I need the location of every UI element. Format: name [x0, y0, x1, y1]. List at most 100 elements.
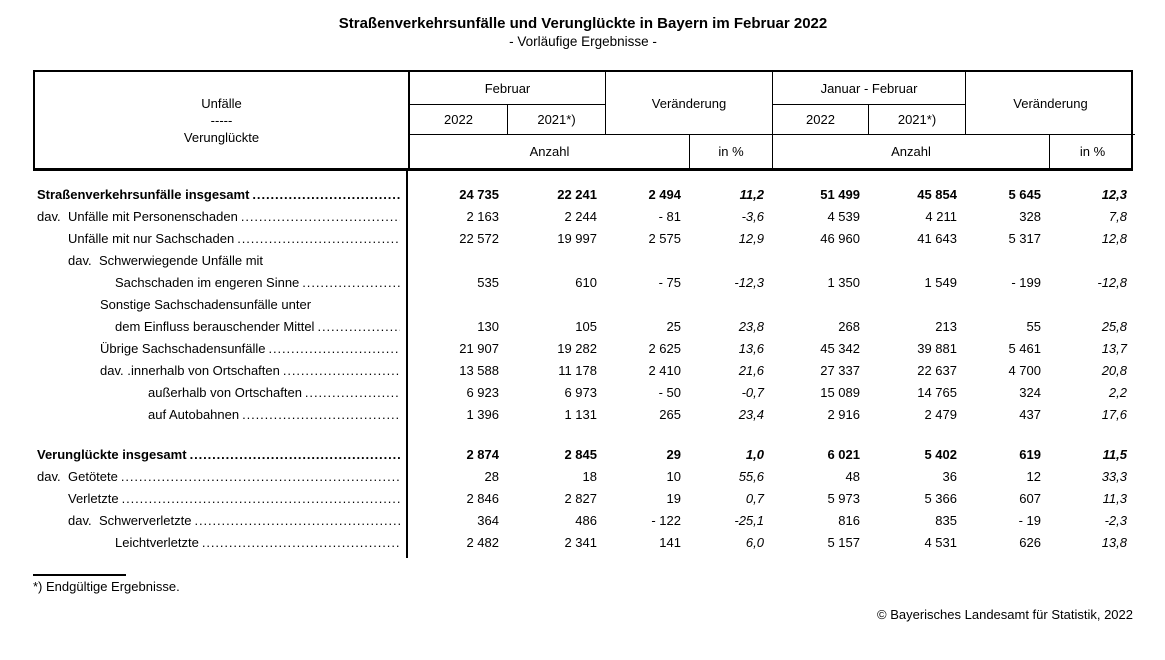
row-label: Verletzte...............................… [33, 488, 408, 510]
row-value [963, 250, 1047, 272]
row-value: - 81 [658, 209, 681, 224]
row-value: 2 163 [466, 209, 499, 224]
dot-leader: ........................................… [268, 341, 401, 356]
dot-leader: ........................................… [317, 319, 400, 334]
footnote: *) Endgültige Ergebnisse. [33, 579, 180, 594]
row-value: -2,3 [1104, 513, 1127, 528]
row-value [505, 250, 603, 272]
row-value: 816 [838, 513, 860, 528]
table-row: Übrige Sachschadensunfälle..............… [33, 338, 1133, 360]
row-value [866, 250, 963, 272]
row-label-prefix: dav. [68, 253, 92, 268]
row-label-prefix: dav. . [100, 363, 131, 378]
row-value: 29 [666, 447, 681, 462]
table-row: dav. Schwerverletzte.....................… [33, 510, 1133, 532]
row-label: dem Einfluss berauschender Mittel.......… [33, 316, 408, 338]
dot-leader: ........................................… [237, 231, 400, 246]
header-year-2022-janfeb: 2022 [772, 105, 868, 135]
dot-leader: ........................................… [240, 209, 400, 224]
row-label-prefix: dav. [37, 209, 61, 224]
row-value [1047, 250, 1133, 272]
row-value: 1 131 [564, 407, 597, 422]
row-label: Unfälle mit nur Sachschaden.............… [33, 228, 408, 250]
row-value: 1 549 [924, 275, 957, 290]
dot-leader: ........................................… [282, 363, 400, 378]
table-row: Verletzte...............................… [33, 488, 1133, 510]
table-row: Unfälle mit nur Sachschaden.............… [33, 228, 1133, 250]
row-value: 55 [1026, 319, 1041, 334]
row-value: 19 997 [557, 231, 597, 246]
row-value: 19 [666, 491, 681, 506]
row-value: 20,8 [1101, 363, 1127, 378]
row-value: 6,0 [745, 535, 764, 550]
row-label: dav. . innerhalb von Ortschaften.........… [33, 360, 408, 382]
row-value: 13,7 [1101, 341, 1127, 356]
row-value: 25,8 [1101, 319, 1127, 334]
row-value [866, 294, 963, 316]
row-value: 23,8 [738, 319, 764, 334]
row-value: 45 342 [820, 341, 860, 356]
dot-leader: ........................................… [302, 275, 400, 290]
row-label-text: Straßenverkehrsunfälle insgesamt [37, 187, 250, 202]
row-value: 12,8 [1101, 231, 1127, 246]
row-value: -0,7 [741, 385, 764, 400]
table-header: Unfälle ----- Verunglückte Februar Verän… [33, 70, 1135, 171]
row-value: 48 [845, 469, 860, 484]
table-row: dav. Getötete............................… [33, 466, 1133, 488]
row-value: 22 241 [557, 187, 597, 202]
row-value: 17,6 [1101, 407, 1127, 422]
row-value: - 75 [658, 275, 681, 290]
row-value: 24 735 [459, 187, 499, 202]
row-label-text: Schwerverletzte [99, 513, 192, 528]
row-value: 15 089 [820, 385, 860, 400]
row-value: 2 341 [564, 535, 597, 550]
row-value: 2 625 [648, 341, 681, 356]
table-row: Sonstige Sachschadensunfälle unter [33, 294, 1133, 316]
row-value: 437 [1019, 407, 1041, 422]
row-value: 18 [582, 469, 597, 484]
row-value [603, 250, 687, 272]
table-row: auf Autobahnen..........................… [33, 404, 1133, 426]
row-value: 2 845 [564, 447, 597, 462]
row-value: 619 [1019, 447, 1041, 462]
row-value: 5 461 [1008, 341, 1041, 356]
row-value: 4 539 [827, 209, 860, 224]
row-value: 25 [666, 319, 681, 334]
row-label-text: dem Einfluss berauschender Mittel [115, 319, 315, 334]
row-value: 130 [477, 319, 499, 334]
row-value [1047, 294, 1133, 316]
header-year-2022-feb: 2022 [410, 105, 507, 135]
row-value: 13,8 [1101, 535, 1127, 550]
row-value: 28 [484, 469, 499, 484]
row-value: 12 [1026, 469, 1041, 484]
row-label-text: Sachschaden im engeren Sinne [115, 275, 300, 290]
header-unit-percent-1: in % [689, 135, 772, 168]
row-value: -25,1 [734, 513, 764, 528]
row-value: 2 479 [924, 407, 957, 422]
row-value [687, 250, 770, 272]
row-value [770, 294, 866, 316]
row-label: außerhalb von Ortschaften...............… [33, 382, 408, 404]
row-label: auf Autobahnen..........................… [33, 404, 408, 426]
row-value: 105 [575, 319, 597, 334]
row-label-text: innerhalb von Ortschaften [131, 363, 280, 378]
row-label-text: Verunglückte insgesamt [37, 447, 187, 462]
header-group-januar-februar: Januar - Februar [772, 72, 965, 105]
row-value: 7,8 [1108, 209, 1127, 224]
dot-leader: ........................................… [252, 187, 400, 202]
row-value: -12,3 [734, 275, 764, 290]
row-label: dav. Schwerverletzte.....................… [33, 510, 408, 532]
row-value: 13,6 [738, 341, 764, 356]
row-value: 6 973 [564, 385, 597, 400]
header-label-divider: ----- [210, 112, 233, 128]
row-label: Sonstige Sachschadensunfälle unter [33, 294, 408, 316]
row-value: 5 317 [1008, 231, 1041, 246]
row-value: 2 244 [564, 209, 597, 224]
table-block: Straßenverkehrsunfälle insgesamt........… [33, 184, 1133, 426]
row-value: 39 881 [917, 341, 957, 356]
table-row: dav. Unfälle mit Personenschaden.........… [33, 206, 1133, 228]
row-value [408, 250, 505, 272]
row-value: 27 337 [820, 363, 860, 378]
row-value: 5 366 [924, 491, 957, 506]
row-value: 6 021 [827, 447, 860, 462]
